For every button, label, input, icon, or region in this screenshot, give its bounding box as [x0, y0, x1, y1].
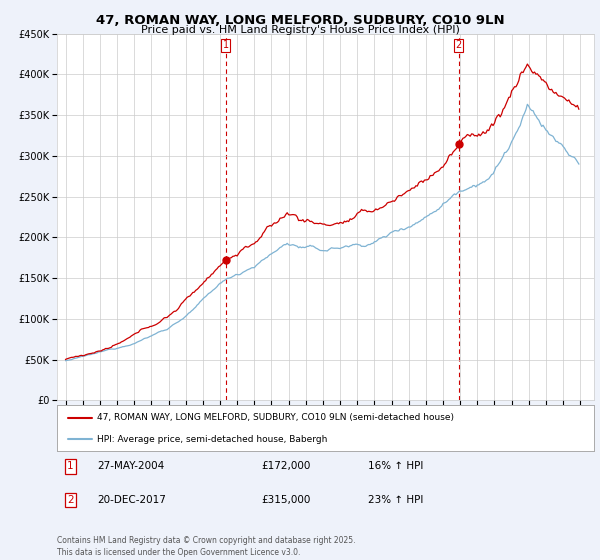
Text: 23% ↑ HPI: 23% ↑ HPI — [368, 495, 424, 505]
Text: 47, ROMAN WAY, LONG MELFORD, SUDBURY, CO10 9LN (semi-detached house): 47, ROMAN WAY, LONG MELFORD, SUDBURY, CO… — [97, 413, 454, 422]
Text: HPI: Average price, semi-detached house, Babergh: HPI: Average price, semi-detached house,… — [97, 435, 328, 444]
Text: 2: 2 — [67, 495, 74, 505]
Text: 20-DEC-2017: 20-DEC-2017 — [97, 495, 166, 505]
Text: 27-MAY-2004: 27-MAY-2004 — [97, 461, 164, 472]
Text: 16% ↑ HPI: 16% ↑ HPI — [368, 461, 424, 472]
Text: 2: 2 — [455, 40, 462, 50]
Text: £315,000: £315,000 — [261, 495, 310, 505]
Text: 47, ROMAN WAY, LONG MELFORD, SUDBURY, CO10 9LN: 47, ROMAN WAY, LONG MELFORD, SUDBURY, CO… — [95, 14, 505, 27]
Text: 1: 1 — [223, 40, 229, 50]
Text: Price paid vs. HM Land Registry's House Price Index (HPI): Price paid vs. HM Land Registry's House … — [140, 25, 460, 35]
Text: 1: 1 — [67, 461, 74, 472]
Text: Contains HM Land Registry data © Crown copyright and database right 2025.
This d: Contains HM Land Registry data © Crown c… — [57, 536, 355, 557]
Text: £172,000: £172,000 — [261, 461, 310, 472]
